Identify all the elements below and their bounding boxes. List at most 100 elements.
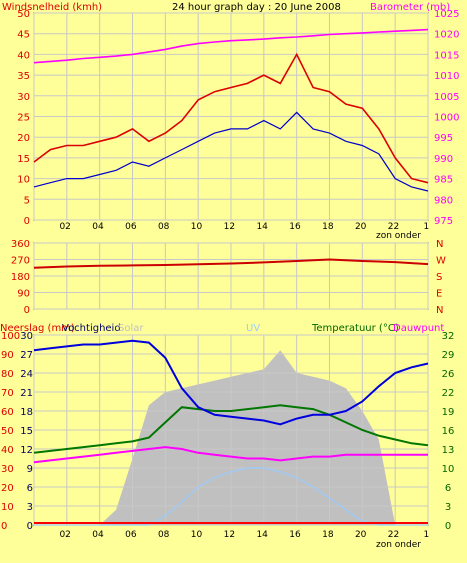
x-tick-label: 10 — [191, 530, 203, 540]
x-tick-label: 20 — [355, 222, 367, 232]
y-tick-label-mid: 30 — [20, 331, 33, 342]
y-tick-label: 10 — [17, 175, 30, 186]
x-tick-label: 16 — [289, 222, 301, 232]
y2-tick-label: 32 — [442, 331, 455, 342]
y-tick-label-mid: 21 — [20, 388, 33, 399]
x-tick-label: 02 — [59, 222, 70, 232]
y2-tick-label: 1000 — [434, 113, 459, 124]
y2-tick-label: 1015 — [434, 50, 459, 61]
y-tick-label: 45 — [17, 30, 30, 41]
y-tick-label: 180 — [11, 272, 30, 283]
compass-label: W — [436, 256, 446, 267]
y-tick-label-mid: 6 — [27, 483, 33, 494]
panel3-tick-labels: 0102030405060708090100036912151821242730… — [1, 331, 454, 540]
y-tick-label-mid: 12 — [20, 445, 33, 456]
panel3-x-note: zon onder — [376, 540, 421, 550]
y-tick-label: 100 — [1, 331, 20, 342]
y-tick-label-mid: 27 — [20, 350, 33, 361]
y-tick-label: 25 — [17, 113, 30, 124]
y-tick-label: 270 — [11, 256, 30, 267]
y-tick-label-mid: 15 — [20, 426, 33, 437]
compass-label: E — [436, 289, 442, 300]
x-tick-label: 1 — [423, 222, 429, 232]
y-tick-label: 40 — [17, 50, 30, 61]
y2-tick-label: 985 — [434, 175, 453, 186]
series-temperature — [33, 404, 429, 454]
compass-label: N — [436, 305, 443, 316]
panel2-series — [33, 258, 429, 269]
series-uv — [34, 467, 428, 526]
y2-tick-label: 6 — [445, 483, 451, 494]
y2-tick-label: 0 — [445, 521, 451, 532]
y-tick-label-mid: 9 — [27, 464, 33, 475]
series-wind-average — [33, 111, 429, 192]
panel3-y2label-b: Dauwpunt — [393, 323, 444, 334]
panel2-grid — [33, 242, 429, 310]
x-tick-label: 22 — [388, 222, 399, 232]
series-dewpoint — [33, 446, 428, 464]
series-wind-direction — [33, 258, 429, 269]
x-tick-label: 12 — [224, 222, 235, 232]
y-tick-label: 20 — [1, 483, 14, 494]
x-tick-label: 02 — [59, 530, 70, 540]
panel1-x-note: zon onder — [376, 231, 421, 241]
x-tick-label: 22 — [388, 530, 399, 540]
x-tick-label: 18 — [322, 530, 334, 540]
y2-tick-label: 1010 — [434, 71, 459, 82]
y-tick-label-mid: 0 — [27, 521, 33, 532]
y2-tick-label: 16 — [442, 426, 455, 437]
panel1-series — [33, 28, 429, 192]
panel3-y2label: Temperatuur (°C) — [311, 323, 399, 334]
panel3-series — [33, 339, 429, 526]
y-tick-label: 50 — [17, 9, 30, 20]
series-barometer — [33, 28, 429, 64]
y-tick-label: 5 — [24, 195, 30, 206]
x-tick-label: 04 — [92, 222, 104, 232]
y2-tick-label: 10 — [442, 464, 455, 475]
y2-tick-label: 29 — [442, 350, 455, 361]
y-tick-label: 0 — [24, 216, 30, 227]
panel3-label-solar: Solar — [118, 323, 144, 334]
panel1-tick-labels: 0510152025303540455097598098599099510001… — [17, 9, 459, 232]
compass-label: S — [436, 272, 442, 283]
panel-humidity-temperature: 0102030405060708090100036912151821242730… — [0, 323, 454, 550]
x-tick-label: 06 — [125, 530, 137, 540]
y2-tick-label: 980 — [434, 195, 453, 206]
y-tick-label: 20 — [17, 133, 30, 144]
x-tick-label: 08 — [158, 222, 170, 232]
y-tick-label: 90 — [17, 289, 30, 300]
x-tick-label: 1 — [423, 530, 429, 540]
y2-tick-label: 975 — [434, 216, 453, 227]
y2-tick-label: 26 — [442, 369, 455, 380]
y-tick-label-mid: 18 — [20, 407, 33, 418]
chart-title: 24 hour graph day : 20 June 2008 — [172, 2, 341, 13]
y-tick-label: 15 — [17, 154, 30, 165]
panel1-grid — [33, 12, 429, 221]
series-humidity — [33, 339, 429, 426]
x-tick-label: 08 — [158, 530, 170, 540]
y2-tick-label: 22 — [442, 388, 455, 399]
x-tick-label: 06 — [125, 222, 137, 232]
panel-wind-barometer: 0510152025303540455097598098599099510001… — [2, 2, 459, 241]
y-tick-label: 60 — [1, 407, 14, 418]
y-tick-label-mid: 24 — [20, 369, 33, 380]
y2-tick-label: 19 — [442, 407, 455, 418]
y-tick-label: 35 — [17, 71, 30, 82]
panel3-label-humidity: Vochtigheid — [62, 323, 121, 334]
y-tick-label: 10 — [1, 502, 14, 513]
y-tick-label: 70 — [1, 388, 14, 399]
y2-tick-label: 13 — [442, 445, 455, 456]
compass-label: N — [436, 239, 443, 250]
y-tick-label: 40 — [1, 445, 14, 456]
y2-tick-label: 1020 — [434, 30, 459, 41]
y-tick-label: 90 — [1, 350, 14, 361]
x-tick-label: 14 — [256, 222, 268, 232]
y2-tick-label: 1005 — [434, 92, 459, 103]
panel3-label-uv: UV — [246, 323, 260, 334]
y-tick-label: 0 — [1, 521, 7, 532]
x-tick-label: 14 — [256, 530, 268, 540]
series-wind-speed — [33, 52, 429, 184]
x-tick-label: 04 — [92, 530, 104, 540]
